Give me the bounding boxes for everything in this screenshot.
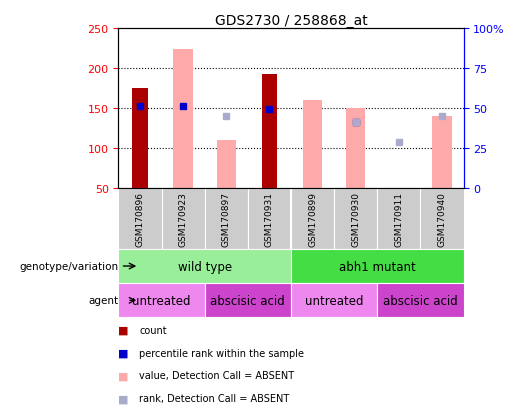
Bar [118,249,291,283]
Bar [118,188,162,249]
Text: GSM170896: GSM170896 [135,192,145,246]
Text: ■: ■ [118,325,129,335]
Bar [162,188,205,249]
Bar [248,188,291,249]
Text: wild type: wild type [178,260,232,273]
Text: percentile rank within the sample: percentile rank within the sample [139,348,304,358]
Text: value, Detection Call = ABSENT: value, Detection Call = ABSENT [139,370,294,380]
Bar [346,109,365,188]
Bar [262,74,277,188]
Text: abh1 mutant: abh1 mutant [339,260,416,273]
Bar [377,188,420,249]
Bar [118,283,205,318]
Text: GSM170899: GSM170899 [308,192,317,246]
Text: GSM170930: GSM170930 [351,192,360,246]
Text: genotype/variation: genotype/variation [20,261,118,271]
Text: GSM170923: GSM170923 [179,192,187,246]
Bar [132,89,148,188]
Text: GSM170911: GSM170911 [394,192,403,246]
Text: GSM170897: GSM170897 [222,192,231,246]
Text: untreated: untreated [305,294,364,307]
Text: untreated: untreated [132,294,191,307]
Bar [432,117,452,188]
Text: ■: ■ [118,348,129,358]
Text: GSM170940: GSM170940 [437,192,447,246]
Text: rank, Detection Call = ABSENT: rank, Detection Call = ABSENT [139,393,289,403]
Bar [303,101,322,188]
Bar [205,188,248,249]
Bar [291,249,464,283]
Bar [291,283,377,318]
Bar [217,140,236,188]
Text: ■: ■ [118,393,129,403]
Title: GDS2730 / 258868_at: GDS2730 / 258868_at [215,14,367,28]
Bar [174,50,193,188]
Bar [205,283,291,318]
Text: agent: agent [89,296,118,306]
Bar [420,188,464,249]
Text: abscisic acid: abscisic acid [211,294,285,307]
Bar [334,188,377,249]
Text: count: count [139,325,167,335]
Text: ■: ■ [118,370,129,380]
Text: abscisic acid: abscisic acid [383,294,458,307]
Bar [377,283,464,318]
Bar [291,188,334,249]
Text: GSM170931: GSM170931 [265,192,274,246]
